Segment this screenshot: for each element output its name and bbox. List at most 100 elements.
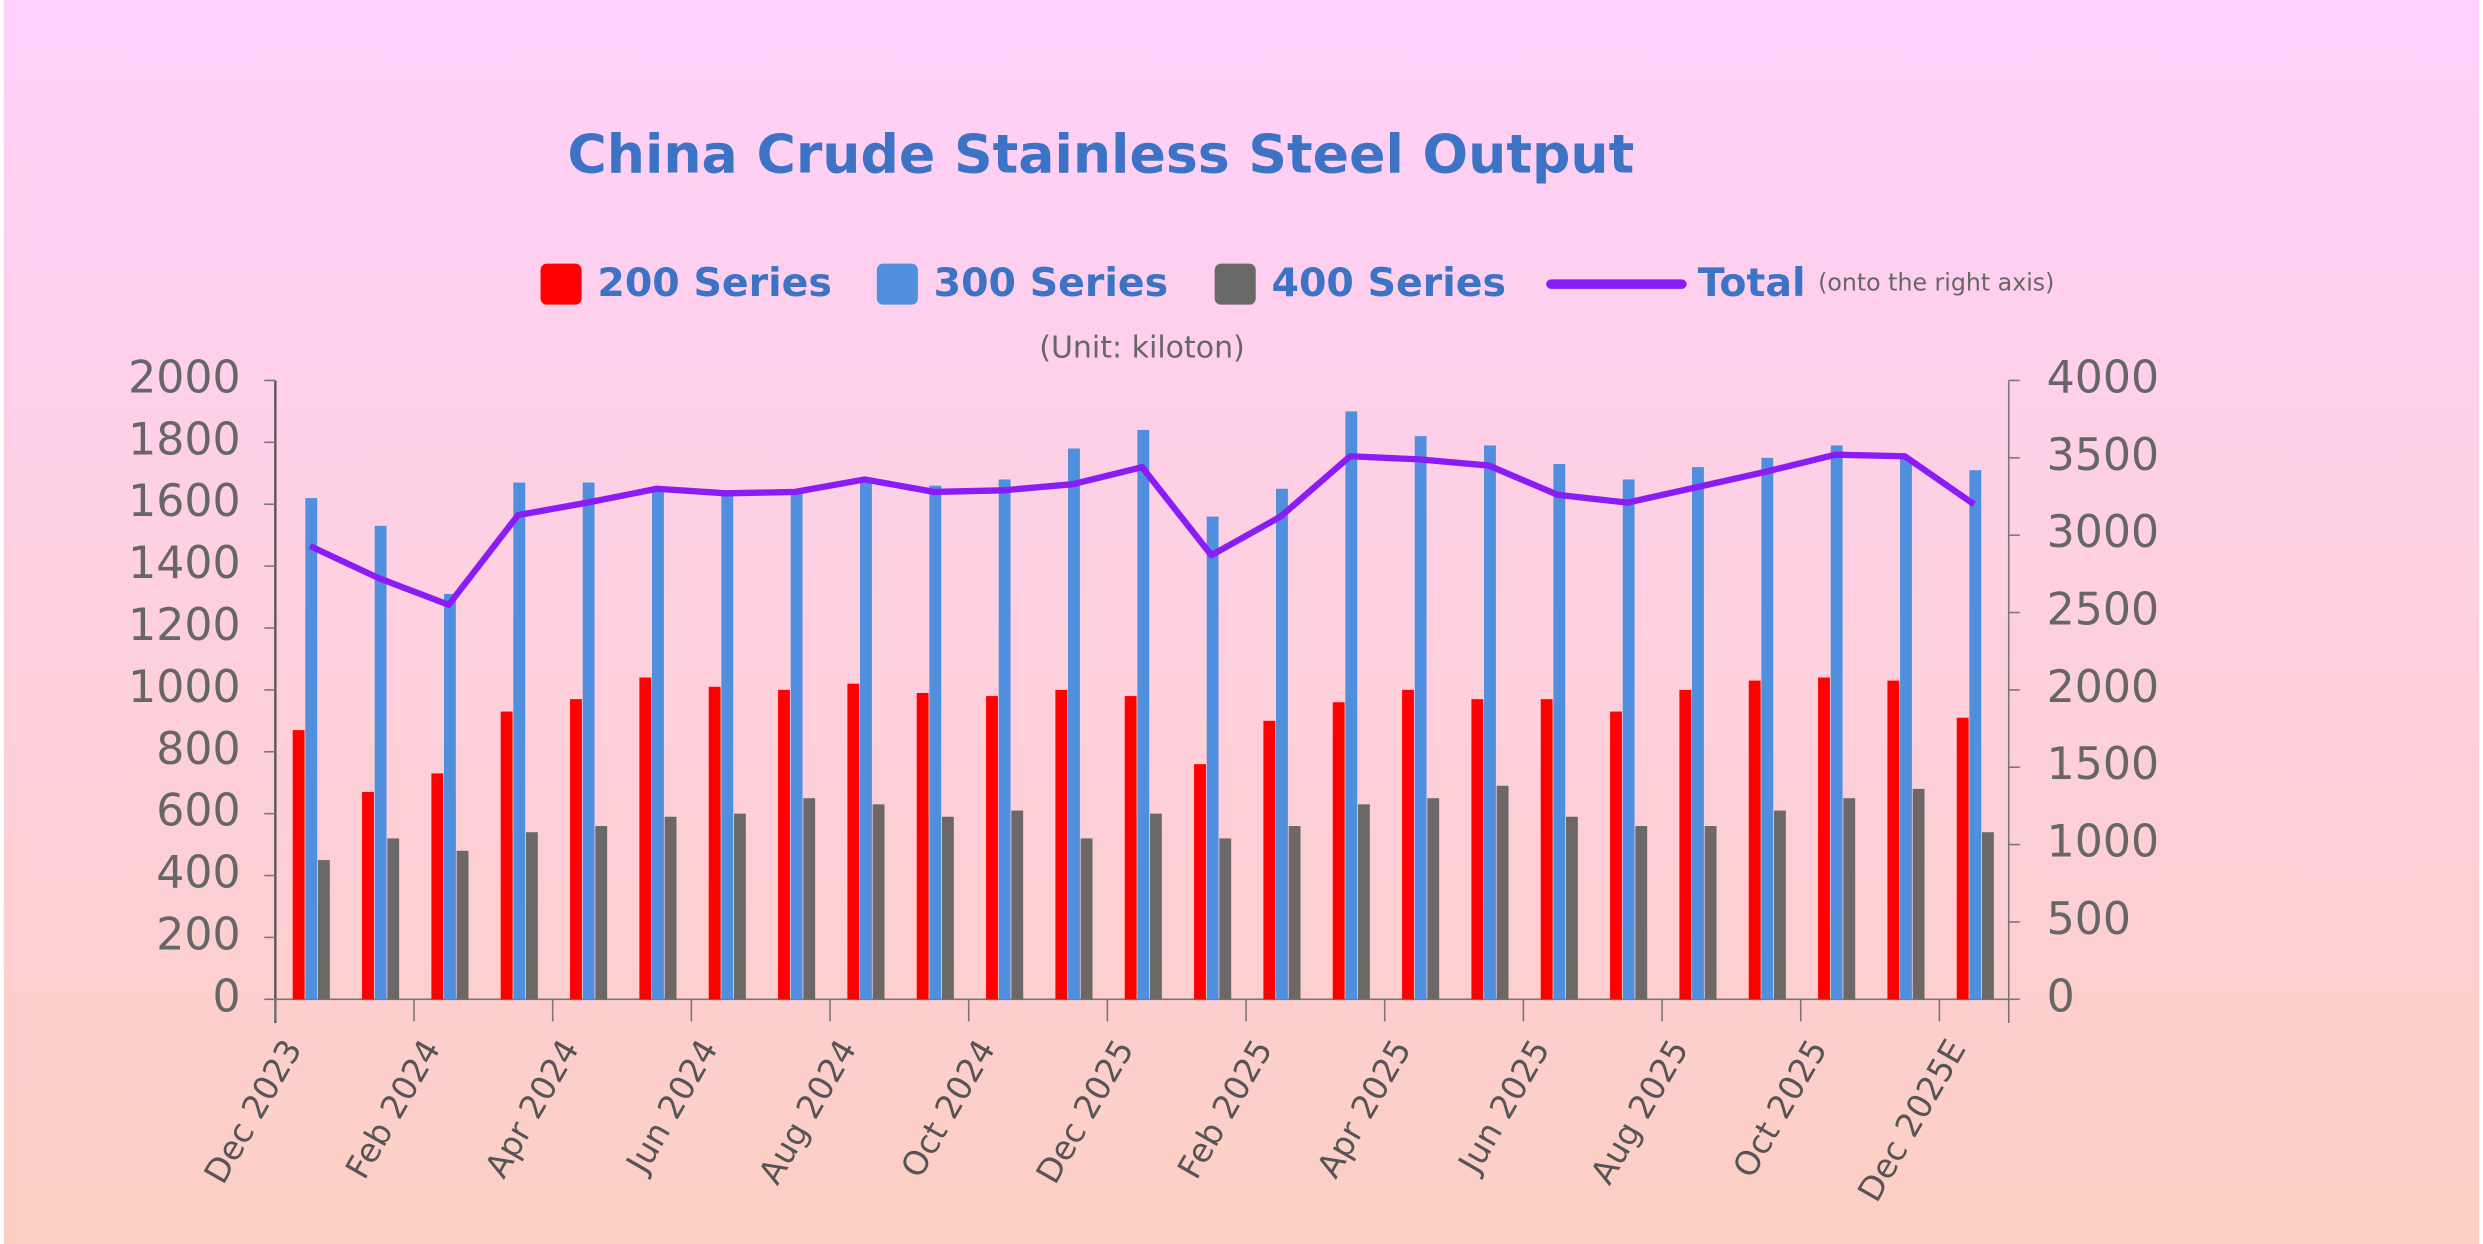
y2-tick-label: 1000 <box>2047 817 2159 868</box>
y-tick-label: 200 <box>156 909 240 960</box>
bar <box>1011 810 1024 1000</box>
bar <box>292 730 305 1000</box>
y-tick-label: 2000 <box>128 352 240 403</box>
bar <box>708 686 721 1000</box>
bar <box>1830 445 1843 1000</box>
y2-tick-label: 0 <box>2047 971 2075 1022</box>
bar <box>847 683 860 1000</box>
bar <box>639 677 652 1000</box>
bar <box>1149 813 1162 1000</box>
bar <box>1610 711 1622 1000</box>
bar <box>998 479 1011 1000</box>
bar <box>860 482 872 1000</box>
bar <box>1288 826 1301 1000</box>
bar <box>1774 810 1786 1000</box>
chart-subtitle: (Unit: kiloton) <box>1039 330 1245 365</box>
bar <box>1206 516 1219 1000</box>
y2-tick-label: 1500 <box>2047 739 2159 790</box>
y2-tick-label: 500 <box>2047 894 2131 945</box>
bar <box>1704 826 1717 1000</box>
bar <box>1900 457 1912 1000</box>
bar <box>1427 798 1440 1000</box>
y2-tick-label: 3500 <box>2047 430 2159 481</box>
bar <box>1402 689 1414 1000</box>
bar <box>513 482 526 1000</box>
y-tick-label: 600 <box>156 786 240 837</box>
bar <box>1276 488 1288 1000</box>
bar <box>1912 788 1925 1000</box>
bar <box>1345 411 1358 1000</box>
bar <box>1080 838 1093 1000</box>
y-tick-label: 400 <box>156 848 240 899</box>
bar <box>1484 445 1496 1000</box>
bar <box>872 804 885 1000</box>
legend-label: Total <box>1698 260 1806 306</box>
y-tick-label: 1400 <box>128 538 240 589</box>
bar <box>374 525 387 1000</box>
bar <box>1956 717 1969 1000</box>
bar <box>803 798 816 1000</box>
bar <box>387 838 400 1000</box>
bar <box>929 485 942 1000</box>
bar <box>721 491 734 1000</box>
bar <box>431 773 444 1000</box>
legend-note: (onto the right axis) <box>1818 269 2054 297</box>
y2-tick-label: 2000 <box>2047 662 2159 713</box>
bar <box>1124 696 1137 1000</box>
bar <box>317 860 330 1000</box>
bar <box>582 482 595 1000</box>
bar <box>986 696 998 1000</box>
y-tick-label: 0 <box>212 971 240 1022</box>
legend-label: 300 Series <box>934 260 1168 306</box>
bar <box>1635 826 1648 1000</box>
bar <box>1414 436 1427 1000</box>
bar <box>1748 680 1761 1000</box>
bar <box>362 791 374 1000</box>
bar <box>778 689 790 1000</box>
bar <box>1622 479 1635 1000</box>
y2-tick-label: 4000 <box>2047 352 2159 403</box>
bar <box>1982 832 1994 1000</box>
bar <box>1496 785 1509 1000</box>
bar <box>1332 702 1345 1000</box>
bar <box>1553 464 1566 1000</box>
legend-label: 200 Series <box>597 260 831 306</box>
line-series <box>308 451 1976 608</box>
bar <box>1055 689 1068 1000</box>
bar <box>1818 677 1830 1000</box>
bar <box>456 850 469 1000</box>
chart-title: China Crude Stainless Steel Output <box>567 123 1634 186</box>
bar <box>1887 680 1900 1000</box>
bar <box>1219 838 1232 1000</box>
y-tick-label: 1000 <box>128 662 240 713</box>
bar <box>1692 467 1704 1000</box>
bar <box>790 491 803 1000</box>
bar <box>500 711 513 1000</box>
bar <box>444 593 456 1000</box>
bar <box>1194 764 1206 1000</box>
legend-swatch <box>1214 263 1256 305</box>
y-tick-label: 1600 <box>128 476 240 527</box>
legend-label: 400 Series <box>1271 260 1505 306</box>
bar <box>664 816 677 1000</box>
bar <box>595 826 608 1000</box>
bar <box>570 699 582 1000</box>
bar <box>1843 798 1856 1000</box>
y2-tick-label: 3000 <box>2047 507 2159 558</box>
bar <box>1137 429 1150 1000</box>
bar <box>1263 720 1276 1000</box>
bar <box>916 692 929 1000</box>
bar <box>652 491 664 1000</box>
bar <box>1566 816 1578 1000</box>
y-tick-label: 1800 <box>128 414 240 465</box>
y-tick-label: 800 <box>156 724 240 775</box>
bar <box>733 813 746 1000</box>
y2-tick-label: 2500 <box>2047 585 2159 636</box>
bar <box>525 832 538 1000</box>
bar <box>1679 689 1692 1000</box>
bar <box>305 498 318 1000</box>
bar <box>1068 448 1080 1000</box>
bar <box>1761 457 1774 1000</box>
bar <box>1358 804 1370 1000</box>
